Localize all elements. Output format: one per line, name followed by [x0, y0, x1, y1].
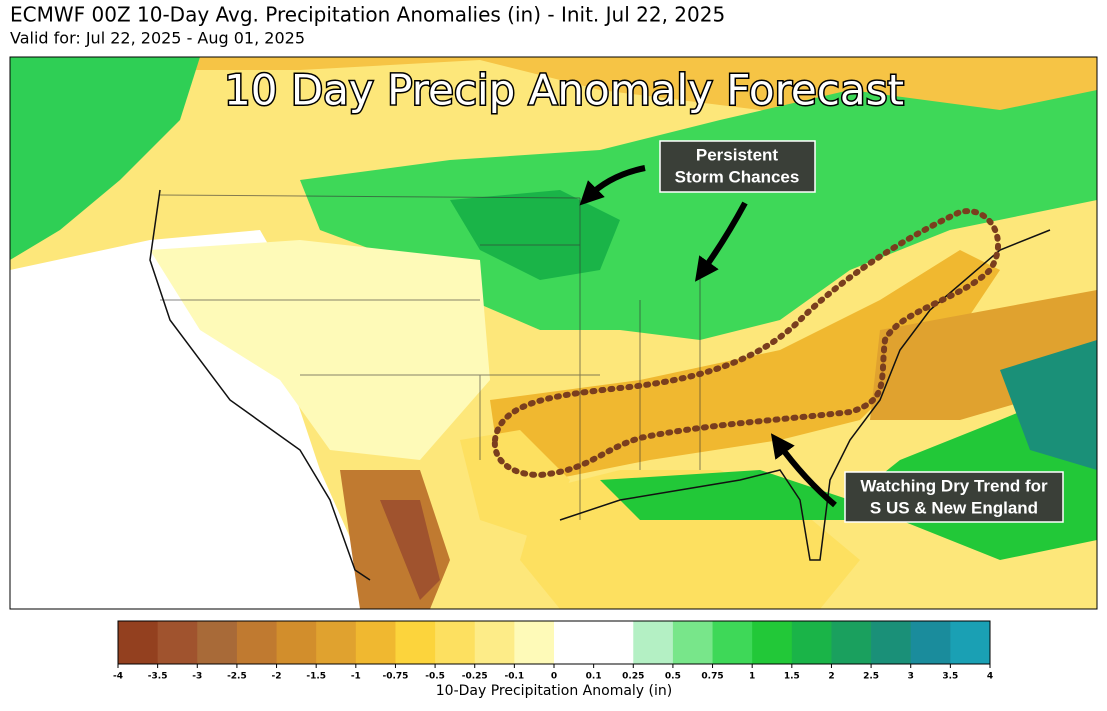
colorbar-tick-label: -0.75: [382, 672, 408, 682]
colorbar-bin: [435, 621, 476, 664]
overlay-title: 10 Day Precip Anomaly Forecast: [224, 66, 904, 115]
colorbar-bin: [791, 621, 832, 664]
annotation: S US & New England: [870, 498, 1038, 517]
colorbar-tick-label: 0.5: [665, 672, 681, 682]
colorbar-bin: [752, 621, 793, 664]
colorbar-bin: [593, 621, 634, 664]
colorbar-bin: [197, 621, 238, 664]
colorbar-tick-label: -1: [351, 672, 361, 682]
map: 10 Day Precip Anomaly Forecast Persisten…: [10, 57, 1097, 609]
colorbar-bin: [118, 621, 159, 664]
colorbar-bin: [831, 621, 872, 664]
colorbar-tick-label: 2: [828, 672, 834, 682]
colorbar-tick-label: -0.25: [462, 672, 488, 682]
colorbar-bin: [554, 621, 595, 664]
title: ECMWF 00Z 10-Day Avg. Precipitation Anom…: [10, 3, 725, 27]
colorbar-bin: [910, 621, 951, 664]
colorbar-tick-label: -4: [113, 672, 123, 682]
colorbar-tick-label: 4: [987, 672, 993, 682]
colorbar-tick-label: -2.5: [227, 672, 247, 682]
colorbar-bin: [276, 621, 317, 664]
colorbar-tick-label: 1: [749, 672, 755, 682]
colorbar-bin: [236, 621, 278, 664]
annotation: Storm Chances: [675, 167, 800, 186]
colorbar-tick-label: -2: [272, 672, 282, 682]
annotation: Watching Dry Trend for: [860, 476, 1048, 495]
colorbar-label: 10-Day Precipitation Anomaly (in): [436, 683, 672, 699]
colorbar-bin: [355, 621, 396, 664]
colorbar-bin: [950, 621, 991, 664]
colorbar-tick-label: -3.5: [148, 672, 168, 682]
colorbar-tick-label: 2.5: [863, 672, 879, 682]
colorbar-tick-label: -0.1: [505, 672, 525, 682]
colorbar-tick-label: 3.5: [942, 672, 958, 682]
annotation: Persistent: [696, 145, 779, 164]
colorbar-tick-label: 0.25: [622, 672, 644, 682]
colorbar-bin: [871, 621, 912, 664]
colorbar-tick-label: 0.1: [586, 672, 602, 682]
colorbar-bin: [712, 621, 753, 664]
colorbar-tick-label: 3: [908, 672, 914, 682]
colorbar-tick-label: -0.5: [425, 672, 445, 682]
colorbar-bin: [633, 621, 674, 664]
colorbar-bin: [157, 621, 198, 664]
map-frame: [9, 56, 1098, 610]
colorbar-bin: [474, 621, 515, 664]
colorbar: -4 -3.5 -3 -2.5 -2 -1.5 -1 -0.75 -0.5 -0.25 -0.1 0 0…: [113, 620, 993, 682]
subtitle: Valid for: Jul 22, 2025 - Aug 01, 2025: [10, 29, 305, 48]
colorbar-tick-label: 0.75: [701, 672, 723, 682]
colorbar-bin: [672, 621, 714, 664]
colorbar-bin: [514, 621, 555, 664]
colorbar-bin: [316, 621, 357, 664]
colorbar-tick-label: -3: [192, 672, 202, 682]
colorbar-tick-label: 0: [551, 672, 557, 682]
colorbar-tick-label: 1.5: [784, 672, 800, 682]
colorbar-tick-label: -1.5: [306, 672, 326, 682]
colorbar-bin: [395, 621, 436, 664]
